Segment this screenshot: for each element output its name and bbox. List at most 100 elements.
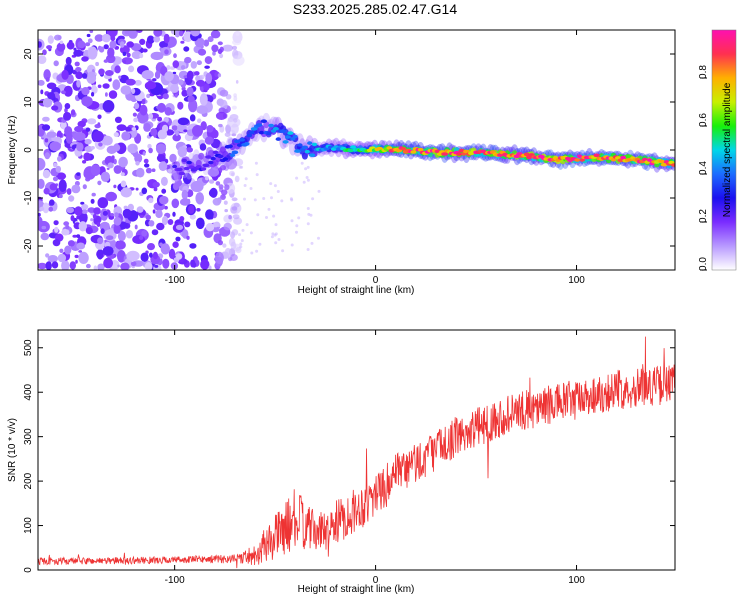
noise-speckle	[41, 124, 51, 131]
noise-speckle	[211, 44, 219, 53]
noise-speckle	[38, 55, 47, 64]
noise-speckle	[40, 232, 50, 241]
noise-speckle	[136, 206, 144, 213]
noise-speckle	[108, 90, 118, 99]
noise-speckle	[186, 70, 194, 81]
noise-speckle	[190, 180, 204, 193]
noise-speckle	[61, 90, 66, 95]
noise-speckle	[64, 103, 71, 110]
noise-speckle	[175, 131, 179, 136]
spectrogram-y-ticks: -20 -10 0 10 20	[23, 48, 675, 253]
x-tick-label: 100	[568, 575, 585, 586]
noise-speckle	[57, 156, 62, 162]
noise-speckle	[103, 257, 113, 269]
noise-speckle	[217, 240, 223, 246]
noise-speckle	[203, 39, 210, 47]
noise-speckle	[46, 45, 53, 50]
noise-speckle	[42, 49, 47, 56]
noise-speckle	[97, 180, 102, 186]
noise-speckle	[74, 125, 84, 133]
noise-speckle	[43, 69, 51, 81]
noise-speckle	[204, 136, 214, 145]
noise-speckle	[76, 172, 81, 176]
ridge-cell	[574, 158, 581, 162]
noise-speckle	[120, 187, 132, 198]
spectrogram-x-ticks: -100 0 100	[165, 30, 585, 286]
noise-speckle	[122, 51, 127, 57]
colorbar-label: Normalized spectral amplitude	[722, 82, 733, 217]
noise-speckle	[219, 165, 227, 171]
noise-speckle	[167, 219, 174, 225]
noise-speckle	[74, 61, 80, 67]
noise-speckle	[233, 54, 238, 59]
ridge-cell	[593, 153, 600, 158]
noise-speckle	[78, 250, 83, 253]
noise-speckle	[83, 152, 91, 161]
noise-speckle	[161, 215, 169, 226]
noise-speckle	[172, 133, 181, 142]
noise-speckle	[200, 259, 210, 270]
noise-speckle	[81, 87, 90, 96]
ridge-cell	[268, 123, 274, 128]
ridge-cell	[272, 127, 279, 131]
noise-speckle	[179, 198, 191, 206]
noise-speckle	[90, 198, 95, 204]
noise-speckle	[142, 48, 148, 53]
noise-speckle	[189, 243, 197, 249]
noise-speckle	[100, 228, 105, 235]
noise-speckle	[114, 65, 121, 74]
noise-speckle	[38, 178, 45, 189]
noise-speckle	[186, 86, 194, 97]
noise-speckle	[61, 69, 69, 80]
noise-speckle	[281, 249, 285, 253]
noise-speckle	[162, 258, 170, 269]
noise-speckle	[230, 241, 237, 250]
noise-speckle	[113, 224, 121, 235]
ridge-cell	[217, 154, 224, 159]
noise-speckle	[214, 251, 224, 264]
noise-speckle	[170, 84, 179, 93]
noise-speckle	[95, 61, 99, 67]
noise-speckle	[219, 53, 224, 59]
noise-speckle	[212, 222, 219, 228]
ridge-cell	[181, 158, 187, 163]
noise-speckle	[118, 156, 128, 168]
ridge-cell	[617, 158, 624, 163]
noise-speckle	[162, 124, 169, 133]
noise-speckle	[196, 105, 208, 115]
ridge-cell	[212, 150, 219, 155]
noise-speckle	[125, 229, 133, 239]
noise-speckle	[131, 88, 136, 94]
noise-speckle	[118, 75, 122, 79]
noise-speckle	[231, 172, 235, 177]
noise-speckle	[53, 60, 59, 67]
noise-speckle	[75, 259, 78, 264]
ridge-cell	[660, 162, 668, 167]
ridge-cell	[231, 150, 239, 155]
noise-speckle	[232, 39, 242, 46]
noise-speckle	[256, 213, 260, 217]
noise-speckle	[134, 144, 137, 150]
noise-speckle	[87, 71, 96, 78]
spectrogram-x-label: Height of straight line (km)	[298, 285, 415, 296]
noise-speckle	[77, 120, 86, 128]
noise-speckle	[96, 222, 101, 227]
noise-speckle	[271, 232, 275, 236]
noise-speckle	[93, 207, 101, 215]
y-tick-label: -20	[23, 238, 34, 253]
noise-speckle	[67, 240, 75, 247]
spectrogram-ridge-layer	[170, 112, 675, 184]
noise-speckle	[295, 176, 299, 180]
noise-speckle	[305, 176, 309, 179]
noise-speckle	[85, 42, 91, 47]
noise-speckle	[157, 102, 166, 113]
noise-speckle	[46, 82, 57, 90]
ridge-cell	[350, 145, 357, 149]
noise-speckle	[97, 114, 102, 120]
noise-speckle	[38, 212, 41, 217]
noise-speckle	[175, 236, 181, 242]
ridge-cell	[210, 156, 216, 161]
noise-speckle	[255, 249, 259, 253]
noise-speckle	[51, 105, 59, 111]
